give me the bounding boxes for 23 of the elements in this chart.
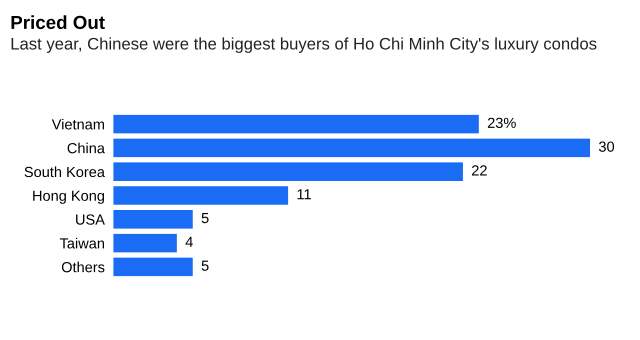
y-tick-label: Vietnam (52, 118, 104, 130)
bar (113, 138, 590, 158)
y-tick-label: South Korea (24, 166, 105, 178)
y-tick-label: Others (62, 262, 104, 272)
y-tick-label: Taiwan (60, 238, 104, 249)
bar (113, 210, 193, 229)
data-label: 23% (488, 118, 516, 128)
data-label: 11 (298, 189, 311, 200)
bar (113, 186, 288, 205)
bar (113, 162, 463, 181)
data-label: 22 (472, 165, 487, 176)
data-label: 30 (598, 141, 614, 152)
y-tick-label: USA (76, 214, 105, 225)
y-tick-label: China (68, 142, 105, 154)
data-label: 5 (202, 213, 209, 224)
data-label: 5 (202, 260, 209, 271)
y-tick-label: Hong Kong (33, 190, 104, 204)
bar (113, 234, 177, 252)
chart-title: Priced Out (11, 15, 105, 30)
chart-subtitle: Last year, Chinese were the biggest buyers of Ho Chi Minh City's luxury condos (12, 37, 596, 53)
bar (113, 114, 479, 134)
data-label: 4 (186, 236, 193, 247)
bar (113, 258, 193, 276)
